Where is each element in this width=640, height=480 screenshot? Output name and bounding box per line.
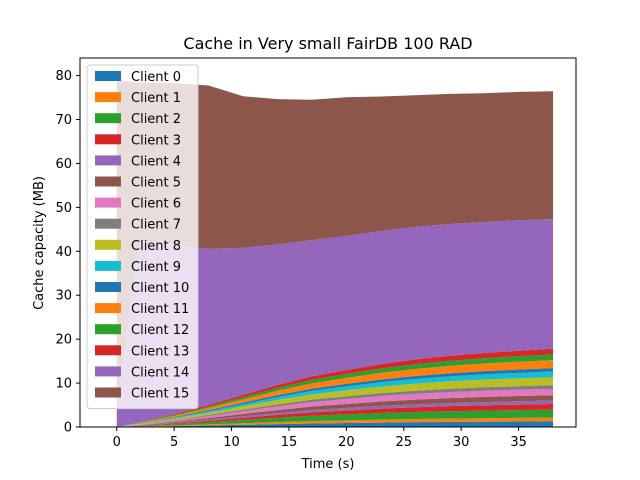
- area-series-6: [116, 388, 554, 427]
- legend-label: Client 11: [131, 302, 189, 317]
- area-series-8: [116, 377, 554, 427]
- legend-swatch: [95, 303, 121, 314]
- y-tick-label: 60: [55, 157, 72, 172]
- y-tick-label: 40: [55, 245, 72, 260]
- legend-box: [86, 64, 199, 410]
- legend-label: Client 1: [131, 91, 181, 106]
- legend-label: Client 10: [131, 281, 189, 296]
- area-series-9: [116, 371, 554, 427]
- legend-swatch: [95, 134, 121, 145]
- chart-title: Cache in Very small FairDB 100 RAD: [183, 34, 472, 53]
- legend-swatch: [95, 239, 121, 250]
- x-tick-label: 0: [113, 435, 121, 450]
- legend-swatch: [95, 282, 121, 292]
- area-series-12: [116, 354, 554, 427]
- y-axis-label: Cache capacity (MB): [32, 176, 47, 310]
- legend-label: Client 2: [131, 112, 181, 127]
- area-series-5: [116, 395, 554, 427]
- area-series-2: [116, 409, 554, 427]
- y-tick-label: 30: [55, 289, 72, 304]
- legend-swatch: [95, 155, 121, 166]
- area-series-7: [116, 385, 554, 427]
- area-series-4: [116, 400, 554, 427]
- legend-swatch: [95, 71, 121, 81]
- legend-label: Client 14: [131, 365, 189, 380]
- x-axis-label: Time (s): [301, 457, 355, 472]
- legend-swatch: [95, 345, 121, 356]
- x-tick-label: 20: [338, 435, 355, 450]
- area-series-0: [116, 421, 554, 427]
- y-tick-label: 70: [55, 113, 72, 128]
- legend-swatch: [95, 218, 121, 229]
- y-tick-label: 50: [55, 201, 72, 216]
- legend-label: Client 9: [131, 260, 181, 275]
- plot-area: [116, 79, 554, 427]
- y-tick-label: 20: [55, 333, 72, 348]
- x-tick-label: 15: [281, 435, 298, 450]
- legend-label: Client 6: [131, 197, 181, 212]
- area-series-13: [116, 348, 554, 427]
- legend-label: Client 5: [131, 176, 181, 191]
- legend-swatch: [95, 366, 121, 377]
- legend-label: Client 13: [131, 344, 189, 359]
- x-tick-label: 30: [453, 435, 470, 450]
- area-series-3: [116, 403, 554, 427]
- legend-swatch: [95, 176, 121, 187]
- legend-swatch: [95, 197, 121, 208]
- x-tick-label: 5: [170, 435, 178, 450]
- x-tick-label: 10: [223, 435, 240, 450]
- legend-label: Client 3: [131, 133, 181, 148]
- legend-label: Client 7: [131, 218, 181, 233]
- axis-ticks: 0 5 10 15 20 25 30 35 0 10 20 30 40 50 60 70 80: [55, 69, 526, 450]
- plot-frame: [79, 57, 577, 428]
- legend-label: Client 0: [131, 70, 181, 85]
- y-tick-label: 80: [55, 69, 72, 84]
- legend-label: Client 8: [131, 239, 181, 254]
- legend-swatch: [95, 387, 121, 398]
- area-series-15: [116, 79, 554, 406]
- legend-swatch: [95, 92, 121, 103]
- y-tick-label: 10: [55, 377, 72, 392]
- legend-swatch: [95, 260, 121, 271]
- area-series-14: [116, 219, 554, 427]
- legend: Client 0 Client 1 Client 2 Client 3 Client 4…: [86, 64, 199, 410]
- x-tick-label: 35: [510, 435, 527, 450]
- legend-label: Client 4: [131, 154, 181, 169]
- legend-label: Client 15: [131, 387, 189, 402]
- area-series-1: [116, 417, 554, 427]
- legend-swatch: [95, 324, 121, 335]
- legend-label: Client 12: [131, 323, 189, 338]
- y-tick-label: 0: [64, 421, 72, 436]
- legend-swatch: [95, 113, 121, 124]
- x-tick-label: 25: [396, 435, 413, 450]
- area-series-11: [116, 360, 554, 427]
